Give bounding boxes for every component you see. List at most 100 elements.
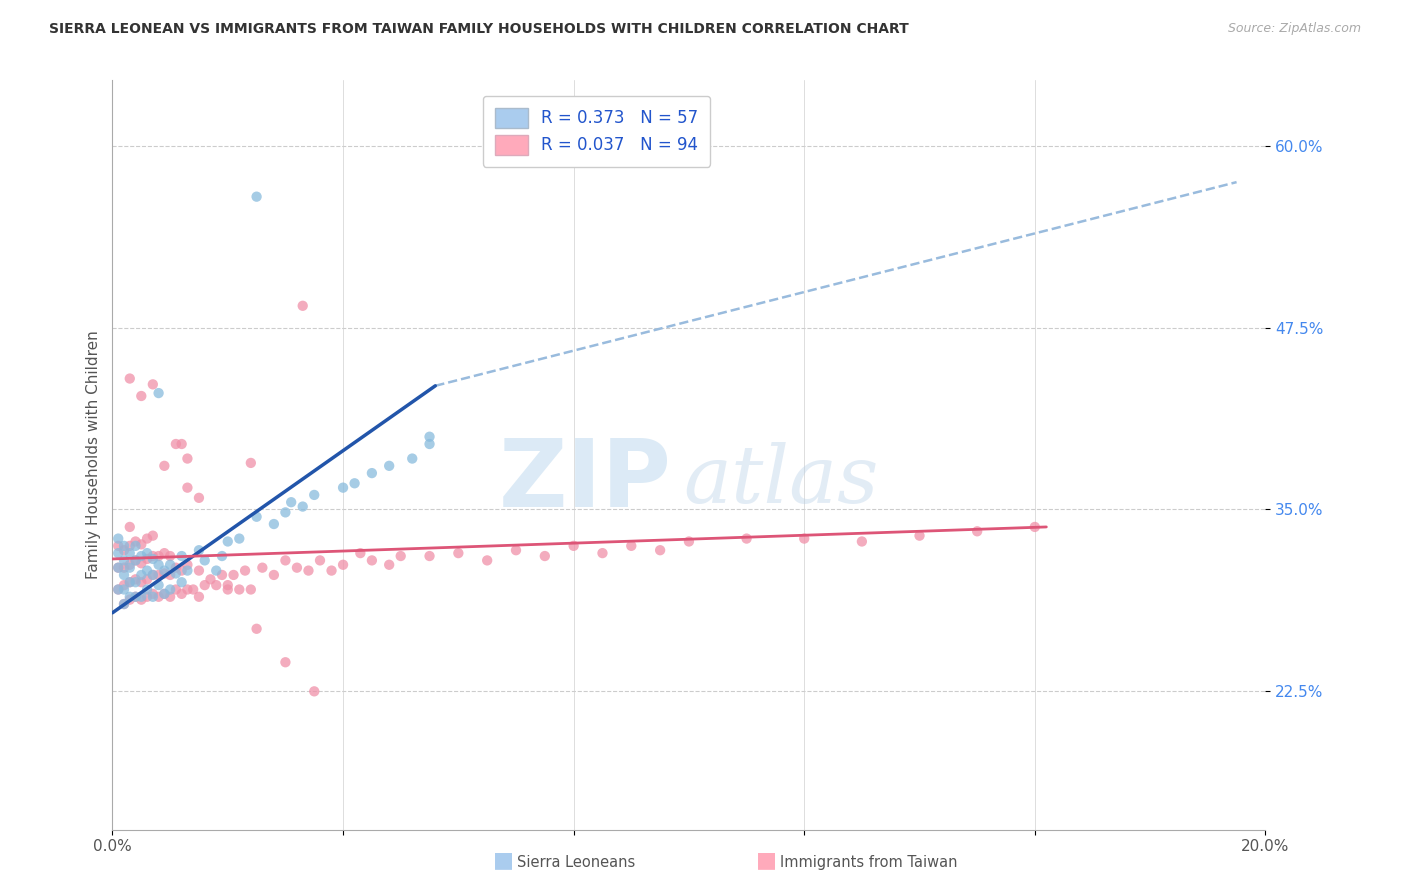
Point: [124, 575, 146, 590]
Point: [233, 564, 256, 578]
Point: [447, 546, 470, 560]
Point: [148, 558, 170, 572]
Point: [107, 582, 129, 597]
Point: [297, 564, 319, 578]
Point: [118, 560, 141, 574]
Point: [153, 546, 176, 560]
Point: [176, 564, 198, 578]
Point: [136, 552, 159, 566]
Point: [211, 568, 233, 582]
Point: [136, 590, 159, 604]
Point: [246, 622, 269, 636]
Point: [112, 578, 135, 592]
Point: [165, 560, 187, 574]
Point: [153, 458, 176, 473]
Point: [129, 568, 153, 582]
Point: [112, 568, 135, 582]
Point: [228, 532, 250, 546]
Point: [112, 597, 135, 611]
Point: [505, 543, 527, 558]
Point: [217, 582, 239, 597]
Point: [118, 520, 141, 534]
Point: [153, 587, 176, 601]
Point: [142, 568, 165, 582]
Point: [118, 575, 141, 590]
Point: [136, 572, 159, 586]
Point: [620, 539, 643, 553]
Point: [112, 582, 135, 597]
Point: [280, 495, 302, 509]
Point: [735, 532, 758, 546]
Point: [159, 558, 181, 572]
Point: [129, 575, 153, 590]
Point: [153, 564, 176, 578]
Point: [118, 592, 141, 607]
Point: [159, 549, 181, 563]
Point: [332, 481, 354, 495]
Point: [142, 529, 165, 543]
Point: [228, 582, 250, 597]
Point: [200, 572, 222, 586]
Point: [107, 560, 129, 574]
Point: [136, 582, 159, 597]
Point: [142, 377, 165, 392]
Point: [217, 578, 239, 592]
Point: [165, 566, 187, 581]
Point: [148, 549, 170, 563]
Point: [159, 582, 181, 597]
Text: Sierra Leoneans: Sierra Leoneans: [517, 855, 636, 870]
Point: [142, 552, 165, 566]
Point: [419, 549, 441, 563]
Point: [360, 553, 382, 567]
Point: [534, 549, 557, 563]
Point: [291, 500, 314, 514]
Point: [118, 546, 141, 560]
Point: [170, 587, 193, 601]
Point: [205, 564, 228, 578]
Point: [274, 553, 297, 567]
Point: [239, 582, 262, 597]
Point: [118, 558, 141, 572]
Point: [176, 558, 198, 572]
Point: [188, 564, 211, 578]
Point: [148, 568, 170, 582]
Point: [112, 553, 135, 567]
Point: [1024, 520, 1046, 534]
Point: [129, 549, 153, 563]
Point: [211, 549, 233, 563]
Point: [246, 509, 269, 524]
Point: [222, 568, 245, 582]
Point: [165, 437, 187, 451]
Text: ■: ■: [494, 850, 513, 870]
Point: [252, 560, 274, 574]
Point: [349, 546, 371, 560]
Point: [188, 543, 211, 558]
Point: [908, 529, 931, 543]
Y-axis label: Family Households with Children: Family Households with Children: [86, 331, 101, 579]
Point: [419, 430, 441, 444]
Point: [321, 564, 343, 578]
Point: [263, 568, 285, 582]
Point: [107, 546, 129, 560]
Point: [332, 558, 354, 572]
Point: [205, 578, 228, 592]
Text: atlas: atlas: [683, 442, 879, 520]
Point: [304, 684, 326, 698]
Point: [124, 590, 146, 604]
Point: [170, 549, 193, 563]
Point: [170, 437, 193, 451]
Point: [124, 539, 146, 553]
Point: [194, 553, 217, 567]
Text: ZIP: ZIP: [499, 435, 672, 527]
Text: Immigrants from Taiwan: Immigrants from Taiwan: [780, 855, 957, 870]
Point: [176, 481, 198, 495]
Point: [851, 534, 873, 549]
Point: [239, 456, 262, 470]
Point: [153, 566, 176, 581]
Point: [118, 371, 141, 385]
Point: [136, 564, 159, 578]
Point: [274, 655, 297, 669]
Point: [159, 590, 181, 604]
Point: [217, 534, 239, 549]
Point: [246, 189, 269, 203]
